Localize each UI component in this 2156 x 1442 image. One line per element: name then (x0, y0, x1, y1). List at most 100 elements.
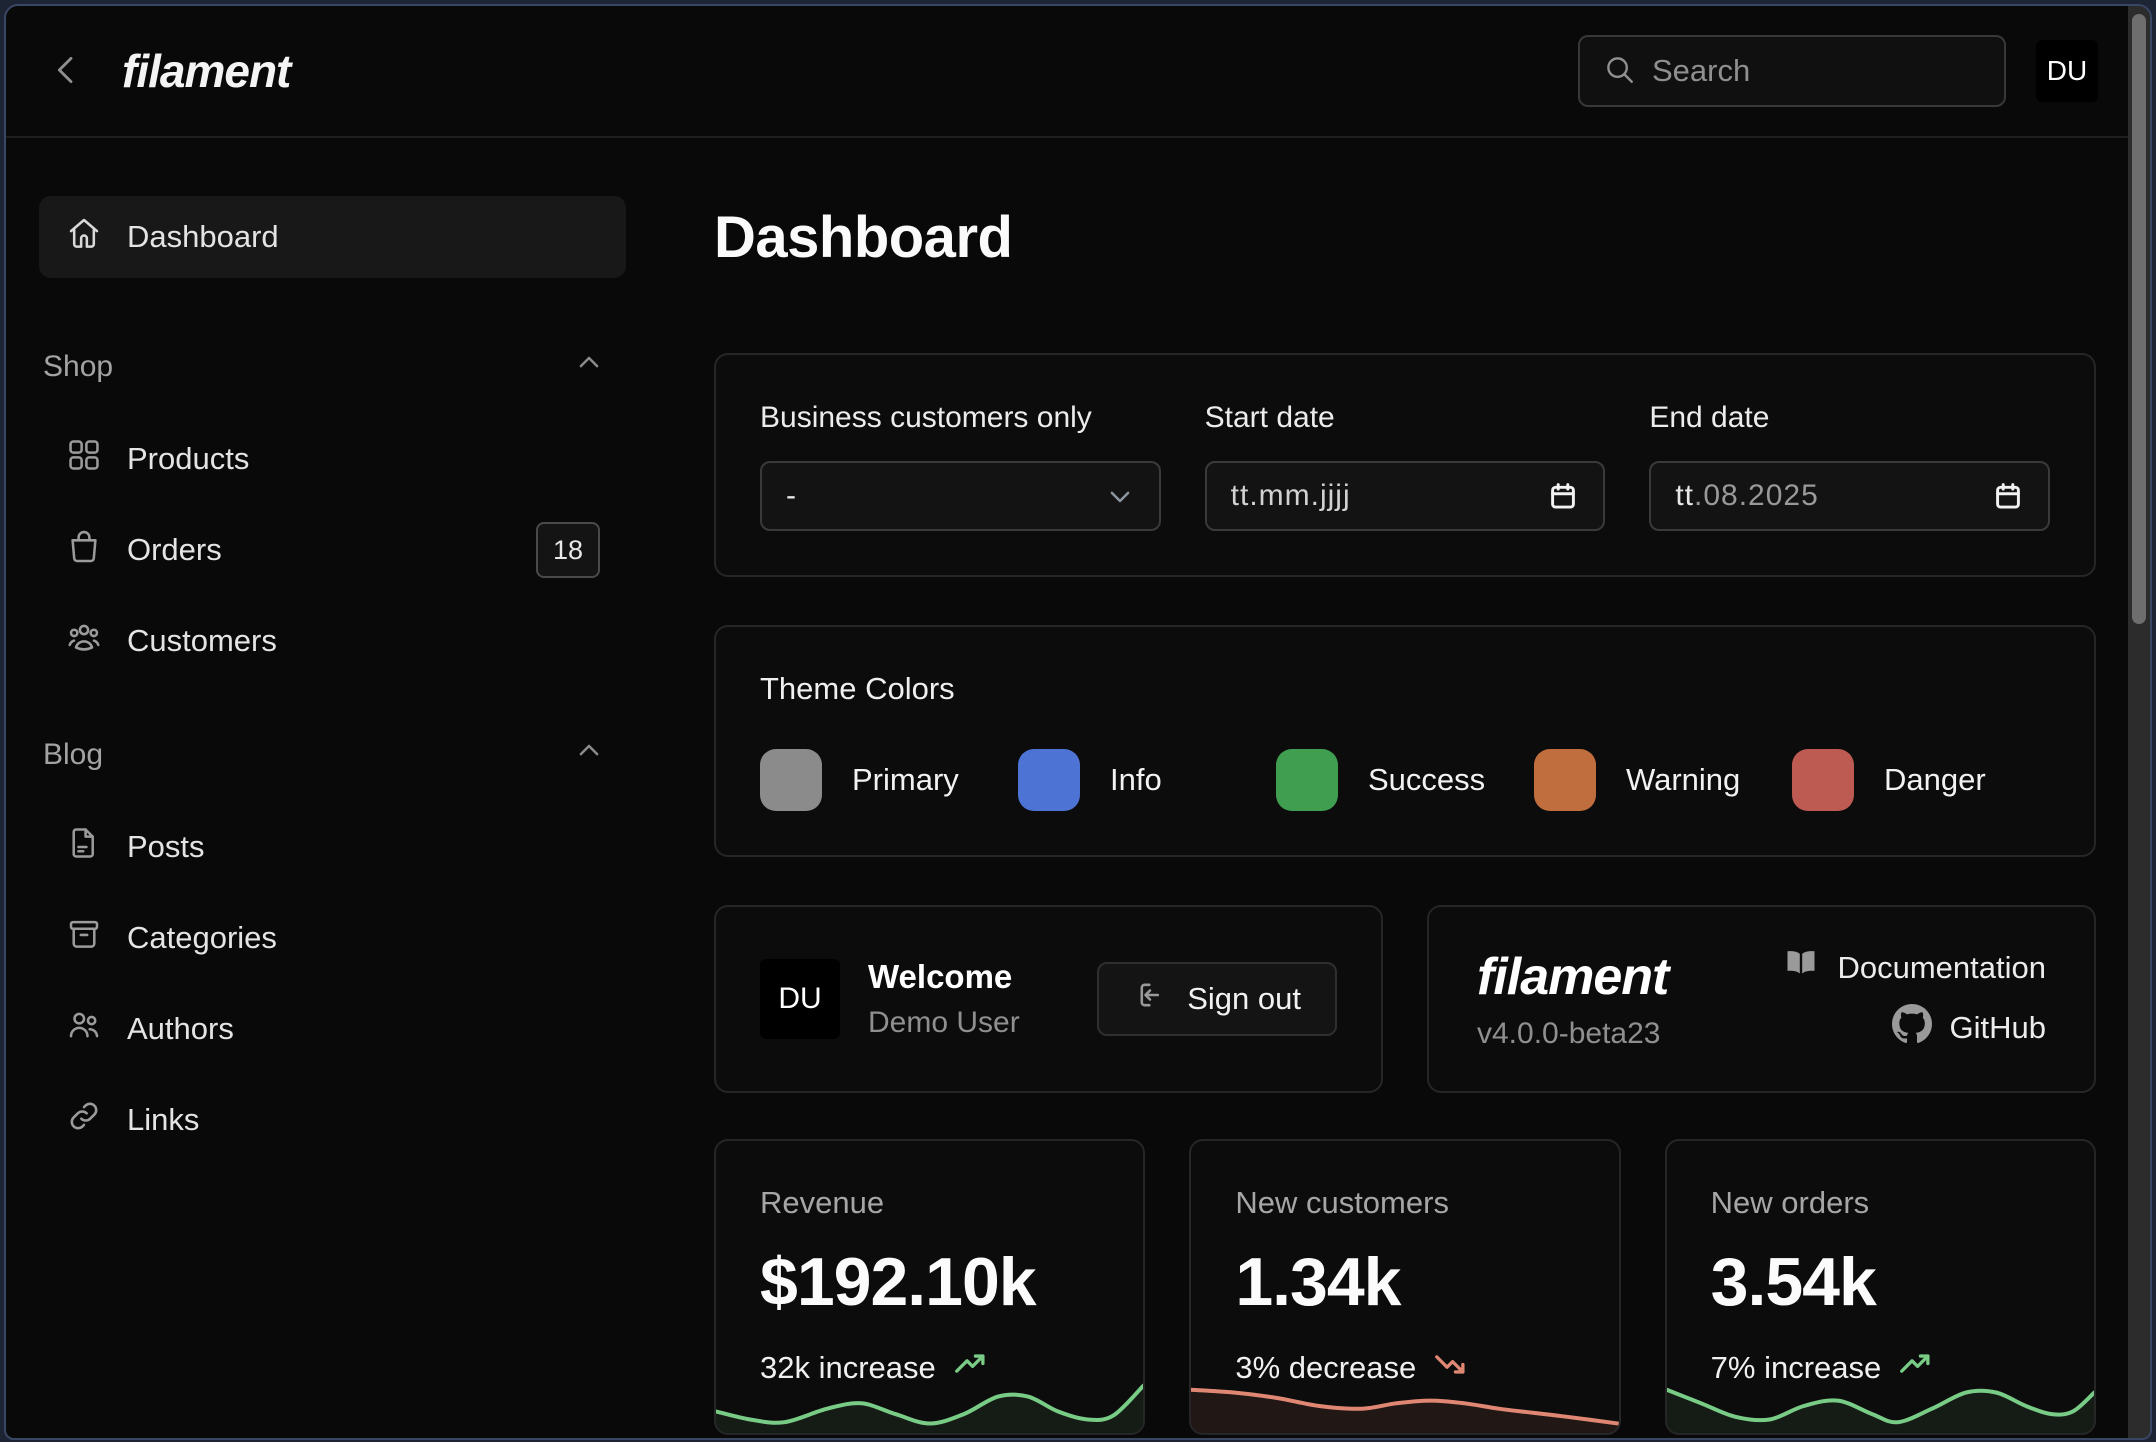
search-input[interactable] (1652, 53, 2051, 89)
theme-swatch-warning: Warning (1534, 749, 1792, 811)
calendar-icon[interactable] (1992, 480, 2024, 512)
chevron-up-icon (574, 736, 604, 774)
stat-delta: 3% decrease (1235, 1345, 1574, 1391)
sidebar-group-blog: Blog Posts Categories (39, 736, 626, 1161)
documentation-label: Documentation (1837, 950, 2046, 985)
trend-up-icon (952, 1345, 990, 1391)
filter-business-customers: Business customers only - (760, 401, 1161, 531)
about-links: Documentation GitHub (1783, 946, 2046, 1052)
documentation-link[interactable]: Documentation (1783, 946, 2046, 990)
welcome-card: DU Welcome Demo User Sign out (714, 905, 1383, 1093)
date-placeholder: tt.mm.jjjj (1230, 479, 1351, 512)
vertical-scrollbar[interactable] (2128, 6, 2150, 1438)
theme-swatch-success: Success (1276, 749, 1534, 811)
swatch-label: Primary (852, 762, 959, 797)
chevron-left-icon (46, 50, 86, 93)
document-text-icon (65, 824, 103, 870)
scrollbar-thumb[interactable] (2132, 14, 2146, 624)
trend-up-icon (1897, 1345, 1935, 1391)
user-avatar[interactable]: DU (2036, 40, 2098, 102)
start-date-input[interactable]: tt.mm.jjjj (1204, 461, 1606, 531)
color-swatch (1534, 749, 1596, 811)
select-value: - (786, 479, 796, 512)
users-icon (65, 1006, 103, 1052)
end-date-input[interactable]: tt .08.2025 (1649, 461, 2050, 531)
filament-logo: filament (122, 45, 291, 97)
swatch-label: Warning (1626, 762, 1741, 797)
github-icon (1891, 1004, 1932, 1052)
chevron-down-icon (1105, 481, 1135, 511)
stat-card-new-customers: New customers 1.34k 3% decrease (1189, 1139, 1621, 1435)
sidebar-item-label: Categories (127, 920, 277, 955)
sidebar-item-categories[interactable]: Categories (39, 897, 626, 979)
stat-delta-text: 32k increase (760, 1350, 936, 1385)
main-content: Dashboard Business customers only - Star… (666, 138, 2150, 1438)
theme-swatch-primary: Primary (760, 749, 1018, 811)
business-customers-select[interactable]: - (760, 461, 1161, 531)
stat-value: $192.10k (760, 1244, 1037, 1320)
stat-delta-text: 3% decrease (1235, 1350, 1417, 1385)
calendar-icon[interactable] (1547, 480, 1579, 512)
date-segment-day: tt (1675, 479, 1694, 512)
sidebar-item-products[interactable]: Products (39, 418, 626, 500)
field-label: Business customers only (760, 401, 1092, 434)
sidebar-item-label: Orders (127, 532, 222, 567)
sidebar-item-posts[interactable]: Posts (39, 806, 626, 888)
sign-out-icon (1133, 978, 1167, 1020)
theme-swatch-info: Info (1018, 749, 1276, 811)
stats-row: Revenue $192.10k 32k increase (714, 1139, 2096, 1435)
new-customers-sparkline (1191, 1379, 1619, 1433)
field-label: Start date (1204, 401, 1335, 434)
welcome-greeting: Welcome (868, 958, 1013, 995)
sidebar-item-label: Customers (127, 623, 277, 658)
revenue-sparkline (716, 1379, 1144, 1433)
sidebar-item-authors[interactable]: Authors (39, 988, 626, 1070)
github-link[interactable]: GitHub (1891, 1004, 2046, 1052)
sidebar-item-customers[interactable]: Customers (39, 600, 626, 682)
color-swatch (760, 749, 822, 811)
orders-count-badge: 18 (536, 522, 600, 578)
theme-colors-title: Theme Colors (760, 671, 955, 706)
color-swatch (1276, 749, 1338, 811)
filament-logo: filament (1477, 948, 1669, 1006)
collapse-sidebar-button[interactable] (44, 49, 88, 93)
stat-delta: 7% increase (1711, 1345, 2050, 1391)
welcome-username: Demo User (868, 1006, 1020, 1039)
sidebar-group-shop-header[interactable]: Shop (39, 348, 626, 386)
link-icon (65, 1097, 103, 1143)
global-search[interactable] (1578, 35, 2051, 107)
sidebar-item-dashboard[interactable]: Dashboard (39, 196, 626, 278)
sidebar-item-label: Products (127, 441, 250, 476)
stat-value: 1.34k (1235, 1244, 1401, 1320)
sidebar-item-links[interactable]: Links (39, 1079, 626, 1161)
about-left: filament v4.0.0-beta23 (1477, 947, 1669, 1051)
chevron-up-icon (574, 348, 604, 386)
topbar: filament DU (6, 6, 2128, 138)
sign-out-label: Sign out (1187, 981, 1301, 1016)
page-title: Dashboard (714, 205, 1013, 270)
home-icon (65, 214, 103, 260)
sidebar-group-blog-header[interactable]: Blog (39, 736, 626, 774)
swatch-label: Info (1110, 762, 1162, 797)
stat-label: New customers (1235, 1185, 1449, 1220)
stat-card-revenue: Revenue $192.10k 32k increase (714, 1139, 1146, 1435)
user-group-icon (65, 618, 103, 664)
filter-end-date: End date tt .08.2025 (1649, 401, 2050, 531)
filament-version: v4.0.0-beta23 (1477, 1017, 1661, 1050)
sign-out-button[interactable]: Sign out (1097, 962, 1337, 1036)
color-swatch (1792, 749, 1854, 811)
github-label: GitHub (1949, 1010, 2046, 1045)
sidebar: Dashboard Shop Products (6, 138, 666, 1438)
sidebar-item-orders[interactable]: Orders 18 (39, 509, 626, 591)
field-label: End date (1649, 401, 1770, 434)
stat-delta-text: 7% increase (1710, 1350, 1882, 1385)
about-filament-card: filament v4.0.0-beta23 Documentation (1427, 905, 2096, 1093)
sidebar-item-label: Authors (127, 1011, 234, 1046)
stat-label: New orders (1710, 1185, 1870, 1220)
welcome-texts: Welcome Demo User (868, 958, 1020, 1040)
stat-delta: 32k increase (760, 1345, 1099, 1391)
squares-grid-icon (65, 436, 103, 482)
new-orders-sparkline (1666, 1379, 2094, 1433)
account-row: DU Welcome Demo User Sign out filament (714, 905, 2096, 1093)
theme-swatches: Primary Info Success Warning (760, 749, 2050, 811)
